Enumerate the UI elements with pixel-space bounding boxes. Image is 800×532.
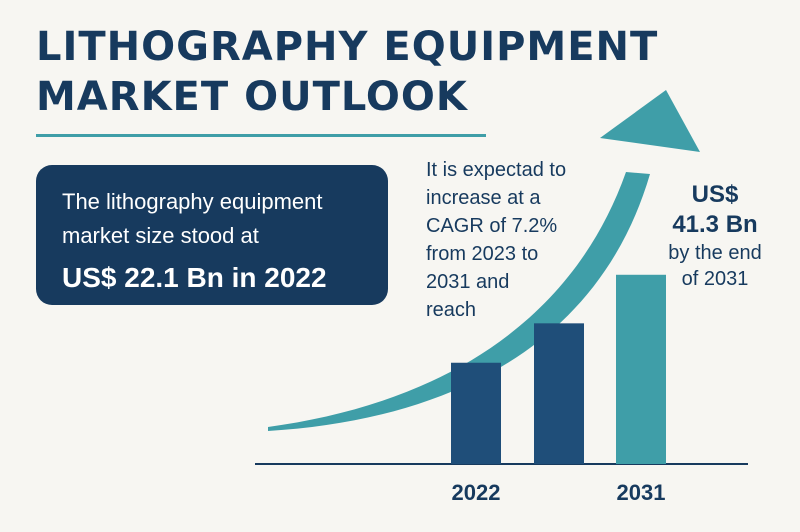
title-underline <box>36 134 486 137</box>
stat-line-2: market size stood at <box>62 223 259 248</box>
title-line-1: LITHOGRAPHY EQUIPMENT <box>36 24 659 70</box>
callout-line-6: reach <box>426 299 477 321</box>
forecast-amount: 41.3 Bn <box>672 211 758 238</box>
stat-value: US$ 22.1 Bn in 2022 <box>62 262 327 293</box>
cagr-callout: It is expectad to increase at a CAGR of … <box>426 156 606 324</box>
x-tick-labels: 2022 2031 <box>452 480 666 505</box>
callout-line-5: 2031 and <box>426 271 510 293</box>
callout-line-4: from 2023 to <box>426 243 539 265</box>
bars-group <box>451 274 666 464</box>
x-tick-2022: 2022 <box>452 480 501 505</box>
market-size-box: The lithography equipment market size st… <box>36 165 388 305</box>
page-title: LITHOGRAPHY EQUIPMENT MARKET OUTLOOK <box>36 22 658 122</box>
trend-arrow-head <box>600 90 700 152</box>
bar-mid-1 <box>534 323 584 464</box>
bar-2031 <box>616 274 666 464</box>
callout-line-3: CAGR of 7.2% <box>426 215 558 237</box>
forecast-value: US$ 41.3 Bn by the end of 2031 <box>640 180 790 292</box>
callout-line-1: It is expectad to <box>426 159 567 181</box>
forecast-line-3: by the end <box>668 242 762 264</box>
title-line-2: MARKET OUTLOOK <box>36 74 468 120</box>
forecast-line-4: of 2031 <box>681 268 749 290</box>
bar-2022 <box>451 362 501 464</box>
forecast-currency: US$ <box>691 181 739 208</box>
x-tick-2031: 2031 <box>617 480 666 505</box>
stat-line-1: The lithography equipment <box>62 189 323 214</box>
callout-line-2: increase at a <box>426 187 541 209</box>
